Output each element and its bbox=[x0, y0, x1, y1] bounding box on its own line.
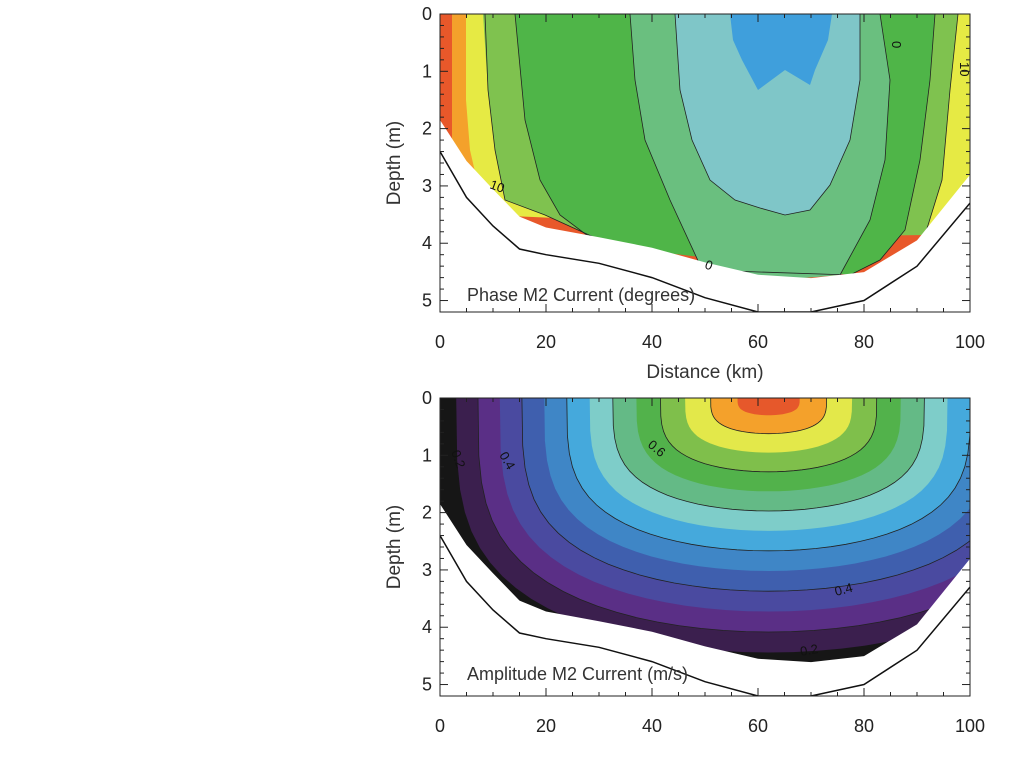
amplitude-bands bbox=[440, 398, 970, 674]
amp-contour-label-0-2-left: 0.2 bbox=[448, 448, 468, 470]
phase-contour-line-6 bbox=[924, 14, 959, 236]
amplitude-panel: 0.2 0.4 0.6 0.4 0.2 Amplitude M2 Current… bbox=[384, 388, 985, 736]
y-tick-label: 1 bbox=[422, 445, 432, 465]
x-tick-label: 20 bbox=[536, 332, 556, 352]
phase-contour-line-2 bbox=[514, 14, 936, 276]
amplitude-contour-field bbox=[440, 398, 970, 696]
phase-panel-title: Phase M2 Current (degrees) bbox=[467, 285, 695, 305]
amplitude-seabed-mask bbox=[440, 504, 970, 696]
amplitude-contour-line bbox=[477, 398, 970, 633]
y-tick-label: 0 bbox=[422, 4, 432, 24]
y-tick-label: 1 bbox=[422, 61, 432, 81]
phase-contour-label-0-bottom: 0 bbox=[703, 257, 715, 274]
y-tick-label: 3 bbox=[422, 176, 432, 196]
amplitude-y-tick-labels: 0 1 2 3 4 5 bbox=[422, 388, 432, 695]
phase-contour-label-10-right: 10 bbox=[957, 62, 972, 76]
amplitude-contour-line bbox=[612, 398, 925, 512]
phase-contour-label-0-right: 0 bbox=[889, 41, 904, 48]
amp-contour-label-0-4-right: 0.4 bbox=[833, 580, 854, 599]
phase-y-axis-title: Depth (m) bbox=[384, 121, 405, 205]
y-tick-label: 4 bbox=[422, 233, 432, 253]
x-tick-label: 0 bbox=[435, 332, 445, 352]
amplitude-contour-line bbox=[566, 398, 970, 552]
phase-seabed-mask bbox=[440, 120, 970, 312]
amplitude-band bbox=[737, 398, 800, 416]
x-tick-label: 100 bbox=[955, 716, 985, 736]
x-tick-label: 100 bbox=[955, 332, 985, 352]
phase-tick-marks bbox=[439, 13, 971, 312]
x-tick-label: 40 bbox=[642, 332, 662, 352]
x-tick-label: 20 bbox=[536, 716, 556, 736]
phase-contour-line-1 bbox=[484, 14, 601, 241]
amplitude-contour-line bbox=[660, 398, 878, 473]
amplitude-contour-line bbox=[521, 398, 970, 592]
phase-contour-line-5 bbox=[674, 14, 861, 216]
x-tick-label: 60 bbox=[748, 332, 768, 352]
phase-y-tick-labels: 0 1 2 3 4 5 bbox=[422, 4, 432, 311]
phase-contour-label-10-left: 10 bbox=[488, 177, 507, 196]
y-tick-label: 5 bbox=[422, 291, 432, 311]
amplitude-tick-marks bbox=[439, 397, 971, 696]
amplitude-contour-lines bbox=[477, 398, 970, 633]
x-tick-label: 80 bbox=[854, 716, 874, 736]
x-tick-label: 80 bbox=[854, 332, 874, 352]
y-tick-label: 5 bbox=[422, 675, 432, 695]
phase-band-blue bbox=[730, 14, 832, 90]
amplitude-y-axis-title: Depth (m) bbox=[384, 505, 405, 589]
amplitude-contour-line bbox=[710, 398, 827, 435]
y-tick-label: 2 bbox=[422, 503, 432, 523]
amp-contour-label-0-2-bottom: 0.2 bbox=[799, 641, 819, 659]
phase-contour-line-4 bbox=[839, 14, 891, 276]
phase-panel: 0 10 10 0 Phase M2 Current (degrees) 0 20… bbox=[384, 4, 985, 383]
y-tick-label: 2 bbox=[422, 119, 432, 139]
phase-bathymetry-line bbox=[440, 151, 970, 312]
x-tick-label: 0 bbox=[435, 716, 445, 736]
amplitude-x-tick-labels: 0 20 40 60 80 100 bbox=[435, 716, 985, 736]
y-tick-label: 4 bbox=[422, 617, 432, 637]
amplitude-bathymetry-line bbox=[440, 535, 970, 696]
x-tick-label: 40 bbox=[642, 716, 662, 736]
amplitude-panel-title: Amplitude M2 Current (m/s) bbox=[467, 664, 688, 684]
phase-contour-field bbox=[440, 14, 970, 312]
phase-x-tick-labels: 0 20 40 60 80 100 bbox=[435, 332, 985, 352]
phase-x-axis-title: Distance (km) bbox=[646, 362, 763, 383]
y-tick-label: 0 bbox=[422, 388, 432, 408]
x-tick-label: 60 bbox=[748, 716, 768, 736]
phase-contour-line-3 bbox=[629, 14, 701, 266]
y-tick-label: 3 bbox=[422, 560, 432, 580]
